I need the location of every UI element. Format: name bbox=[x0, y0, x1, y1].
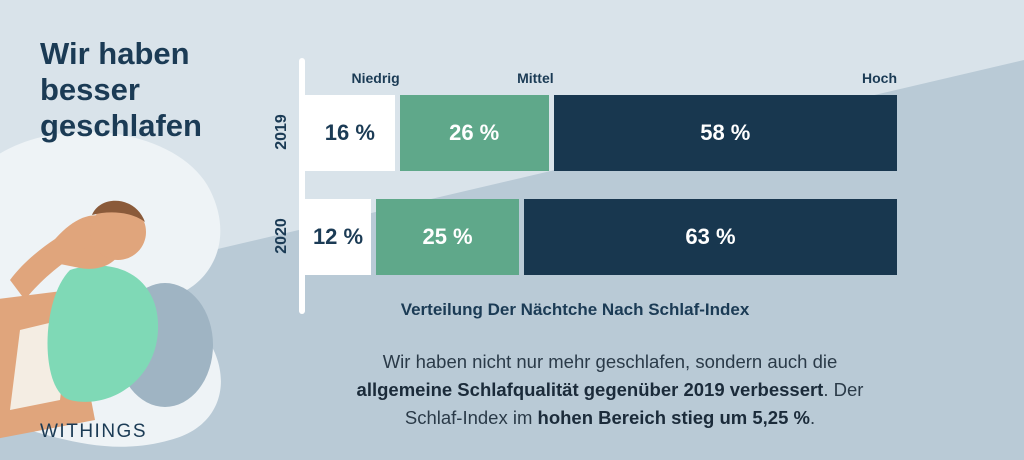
bar-2019-hoch: 58 % bbox=[553, 95, 897, 171]
chart-caption: Verteilung Der Nächtche Nach Schlaf-Inde… bbox=[400, 300, 750, 319]
bar-value-label: 58 % bbox=[700, 120, 751, 145]
page-title: Wir haben besser geschlafen bbox=[40, 36, 280, 144]
legend-label-mittel: Mittel bbox=[517, 70, 554, 86]
description-part-4: . bbox=[809, 407, 816, 428]
bar-2019-niedrig: 16 % bbox=[305, 95, 395, 171]
bar-2020-niedrig: 12 % bbox=[305, 199, 372, 275]
withings-logo: WITHINGS bbox=[40, 421, 147, 442]
title-line-1: Wir haben bbox=[40, 36, 190, 71]
bar-2019-mittel: 26 % bbox=[399, 95, 549, 171]
year-label-2020: 2020 bbox=[273, 218, 290, 254]
sleeping-person-illustration bbox=[0, 131, 221, 447]
bar-2020-mittel: 25 % bbox=[376, 199, 520, 275]
chart-axis-line bbox=[299, 58, 305, 314]
bar-value-label: 63 % bbox=[685, 224, 736, 249]
description-text: Wir haben nicht nur mehr geschlafen, son… bbox=[280, 348, 940, 432]
legend-label-niedrig: Niedrig bbox=[351, 70, 400, 86]
bar-2020-hoch: 63 % bbox=[524, 199, 897, 275]
description-part-1: Wir haben nicht nur mehr geschlafen, son… bbox=[382, 351, 838, 372]
bar-value-label: 25 % bbox=[422, 224, 473, 249]
legend-label-hoch: Hoch bbox=[862, 70, 897, 86]
bar-value-label: 16 % bbox=[324, 120, 375, 145]
bar-value-label: 12 % bbox=[312, 224, 364, 249]
year-label-2019: 2019 bbox=[273, 114, 290, 150]
description-part-2: . Der bbox=[823, 379, 864, 400]
description-bold-1: allgemeine Schlafqualität gegenüber 2019… bbox=[356, 379, 824, 400]
description-bold-2: hohen Bereich stieg um 5,25 % bbox=[537, 407, 810, 428]
title-line-2: besser bbox=[40, 72, 140, 107]
title-line-3: geschlafen bbox=[40, 108, 202, 143]
description-part-3: Schlaf-Index im bbox=[404, 407, 533, 428]
bar-value-label: 26 % bbox=[449, 120, 500, 145]
